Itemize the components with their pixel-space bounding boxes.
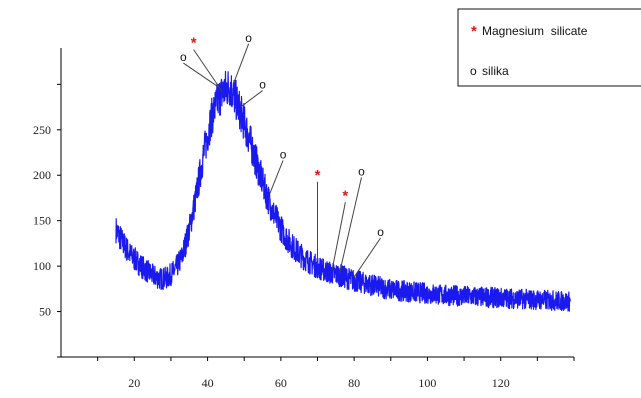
annotation-leader-line [353, 237, 381, 278]
annotation-leader-line [183, 62, 219, 88]
annotation-leader-line [232, 43, 250, 85]
x-tick-label: 60 [275, 376, 287, 390]
y-tick-label: 250 [33, 123, 51, 137]
legend-magnesium-marker: * [471, 23, 477, 40]
series-line [115, 70, 571, 312]
axis-ticks [57, 83, 575, 361]
y-tick-label: 150 [33, 214, 51, 228]
magnesium-silicate-marker: * [191, 35, 197, 52]
x-tick-label: 120 [492, 376, 510, 390]
magnesium-silicate-marker: * [315, 167, 321, 184]
annotation-leader-line [269, 160, 284, 194]
silika-marker: o [280, 147, 287, 161]
legend-box [457, 8, 641, 87]
silika-marker: o [377, 225, 384, 239]
silika-marker: o [180, 50, 187, 64]
x-tick-label: 80 [348, 376, 360, 390]
x-tick-label: 100 [418, 376, 436, 390]
annotation-leader-line [193, 49, 223, 92]
tick-labels: 50 100 150 200 250 20 40 60 80 100 120 [33, 123, 510, 390]
y-tick-label: 200 [33, 168, 51, 182]
legend-magnesium-label: Magnesium silicate [482, 24, 588, 38]
silika-marker: o [358, 164, 365, 178]
annotation-leader-line [331, 202, 346, 270]
annotation-leader-line [338, 177, 362, 274]
x-tick-label: 40 [202, 376, 214, 390]
peak-annotations: * o o o o * * o o [180, 31, 384, 278]
y-tick-label: 50 [39, 305, 51, 319]
legend-silika-label: silika [482, 64, 509, 78]
x-tick-label: 20 [128, 376, 140, 390]
legend-silika-marker: o [470, 64, 477, 78]
silika-marker: o [245, 31, 252, 45]
magnesium-silicate-marker: * [342, 187, 348, 204]
legend: * Magnesium silicate o silika [457, 8, 641, 87]
y-tick-label: 100 [33, 259, 51, 273]
annotation-leader-line [240, 90, 263, 108]
silika-marker: o [259, 78, 266, 92]
